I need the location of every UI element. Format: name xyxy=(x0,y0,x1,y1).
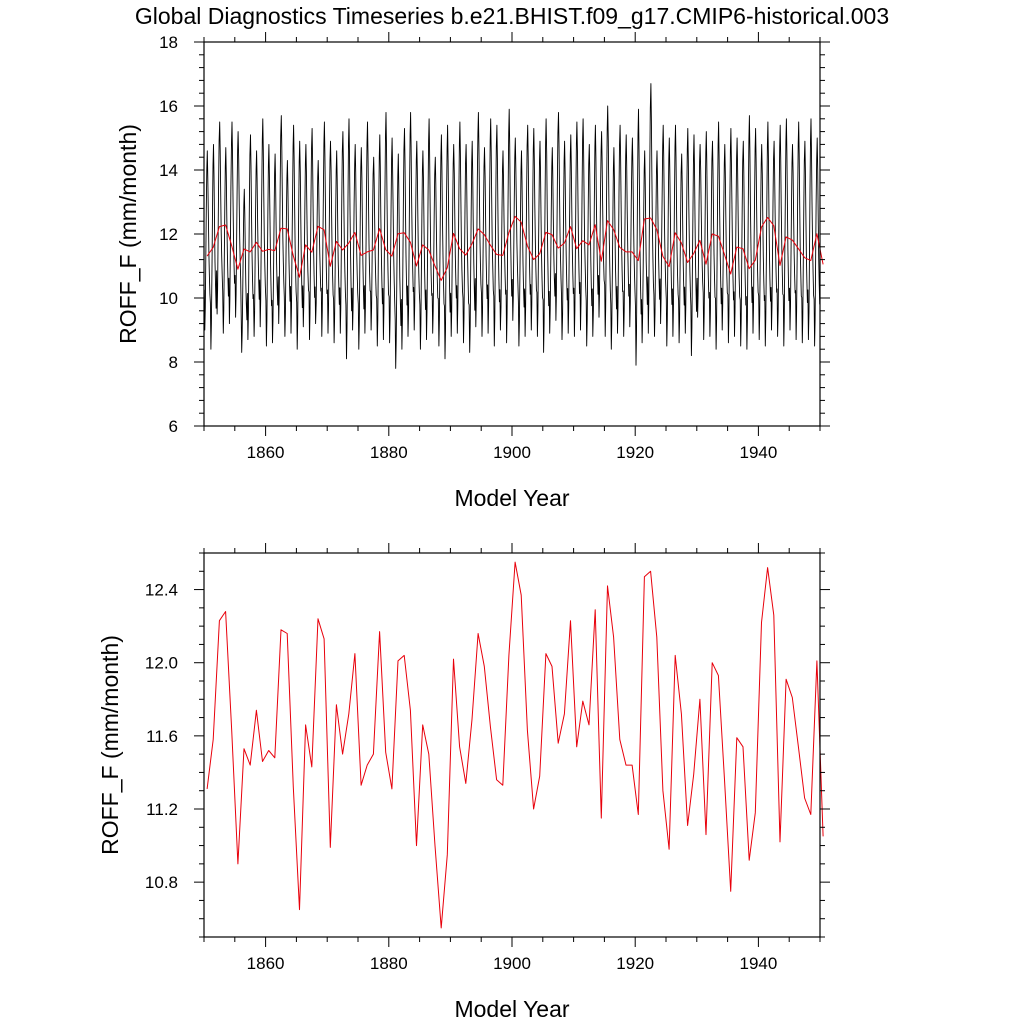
bottom-panel: 1860 1880 1900 1920 1940 10.8 11.2 11.6 12.0 12.4… xyxy=(97,543,830,1022)
series-annual-line xyxy=(206,561,824,929)
x-tick-label: 1860 xyxy=(247,954,285,973)
y-axis-label: ROFF_F (mm/month) xyxy=(115,124,141,344)
y-axis-label: ROFF_F (mm/month) xyxy=(97,635,123,855)
series-monthly-line xyxy=(203,83,821,369)
y-tick-label: 8 xyxy=(169,353,178,372)
y-tick-label: 12.4 xyxy=(145,581,178,600)
x-axis-label: Model Year xyxy=(454,485,569,511)
x-tick-label: 1940 xyxy=(739,443,777,462)
x-tick-label: 1860 xyxy=(247,443,285,462)
x-tick-label: 1900 xyxy=(493,954,531,973)
top-panel: 1860 1880 1900 1920 1940 6 8 10 12 14 16 18 Model Ye… xyxy=(115,32,830,511)
x-tick-label: 1940 xyxy=(739,954,777,973)
y-tick-label: 11.2 xyxy=(146,800,178,819)
x-tick-label: 1900 xyxy=(493,443,531,462)
y-tick-label: 12 xyxy=(159,225,178,244)
page-title: Global Diagnostics Timeseries b.e21.BHIS… xyxy=(135,3,889,29)
y-tick-label: 10 xyxy=(159,289,178,308)
y-tick-label: 11.6 xyxy=(146,727,178,746)
x-axis-label: Model Year xyxy=(454,996,569,1022)
y-tick-label: 18 xyxy=(159,33,178,52)
y-tick-label: 12.0 xyxy=(145,654,178,673)
x-tick-label: 1920 xyxy=(616,443,654,462)
series-annual-line xyxy=(206,215,824,281)
x-tick-label: 1880 xyxy=(370,443,408,462)
y-tick-label: 16 xyxy=(159,97,178,116)
x-tick-label: 1920 xyxy=(616,954,654,973)
y-tick-label: 10.8 xyxy=(145,873,178,892)
x-tick-label: 1880 xyxy=(370,954,408,973)
y-tick-label: 14 xyxy=(159,161,178,180)
y-tick-label: 6 xyxy=(169,417,178,436)
plot-frame xyxy=(203,41,821,427)
